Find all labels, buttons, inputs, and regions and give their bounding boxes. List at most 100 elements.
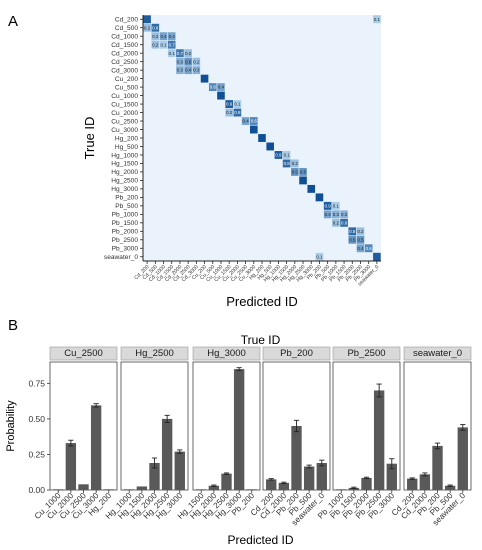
bar bbox=[373, 390, 385, 490]
heatmap-cell bbox=[323, 210, 332, 219]
heatmap-cell-label: 0.6 bbox=[210, 85, 217, 90]
heatmap-cell-label: 0.5 bbox=[292, 170, 299, 175]
heatmap-cell-label: 0.4 bbox=[169, 34, 176, 39]
heatmap-y-tick-label: Cd_1000 bbox=[111, 34, 138, 41]
heatmap-cell bbox=[233, 100, 242, 109]
heatmap-cell bbox=[249, 125, 258, 134]
heatmap-cell-label: 0.6 bbox=[251, 119, 258, 124]
heatmap-cell bbox=[258, 134, 266, 142]
facet-strip-label: seawater_0 bbox=[413, 348, 462, 359]
heatmap-cell bbox=[332, 218, 340, 227]
bar bbox=[196, 489, 207, 491]
bar bbox=[432, 445, 443, 490]
heatmap-cell-label: 0.1 bbox=[160, 42, 167, 47]
heatmap-cell-label: 0.5 bbox=[185, 59, 192, 64]
heatmap-cell bbox=[274, 151, 283, 159]
heatmap-y-tick-label: Cu_2500 bbox=[111, 118, 138, 125]
heatmap-cell bbox=[217, 83, 225, 92]
heatmap-cell-label: 0.8 bbox=[341, 220, 348, 225]
heatmap-cell-label: 0.4 bbox=[325, 212, 332, 217]
heatmap-cell-label: 0.4 bbox=[160, 34, 167, 39]
heatmap-cell bbox=[266, 142, 275, 151]
heatmap-cell-label: 0.8 bbox=[349, 229, 356, 234]
heatmap-cell-label: 0.1 bbox=[333, 203, 340, 208]
facet-strip bbox=[192, 346, 261, 361]
bar bbox=[246, 489, 257, 491]
facet-strip-label: Hg_3000 bbox=[207, 348, 246, 359]
heatmap-cell-label: 0.3 bbox=[341, 212, 348, 217]
facet-hg-2500: Hg_2500Hg_1000Hg_1500Hg_2000Hg_2500Hg_30… bbox=[104, 346, 189, 521]
bar-y-axis-label: Probability bbox=[5, 400, 17, 452]
heatmap-cell bbox=[192, 57, 201, 66]
heatmap-cell-label: 0.2 bbox=[152, 34, 159, 39]
heatmap-y-tick-label: Hg_3000 bbox=[111, 186, 138, 193]
heatmap-cell bbox=[184, 49, 192, 58]
heatmap-y-tick-label: Hg_2500 bbox=[111, 178, 138, 185]
facet-strip-label: Cu_2500 bbox=[64, 348, 103, 359]
heatmap-y-tick-label: Pb_200 bbox=[115, 195, 138, 202]
panel-label-b: B bbox=[8, 317, 18, 334]
bar bbox=[90, 405, 102, 490]
heatmap-y-tick-label: Cu_1000 bbox=[111, 93, 138, 100]
heatmap-cell-label: 0.2 bbox=[226, 110, 233, 115]
heatmap-y-tick-label: Cu_200 bbox=[115, 76, 138, 83]
heatmap-cell-label: 0.4 bbox=[185, 68, 192, 73]
heatmap-y-tick-label: Hg_500 bbox=[115, 144, 138, 151]
facet-strip bbox=[49, 346, 118, 361]
heatmap-cell bbox=[167, 49, 176, 58]
bar bbox=[291, 426, 302, 490]
heatmap-cell bbox=[151, 23, 160, 32]
bar bbox=[161, 418, 173, 490]
heatmap-cell-label: 0.2 bbox=[152, 42, 159, 47]
facet-strip-label: Pb_200 bbox=[280, 348, 313, 359]
heatmap-cell-label: 0.7 bbox=[177, 51, 184, 56]
heatmap-cell-label: 0.8 bbox=[152, 25, 159, 30]
heatmap-cell bbox=[217, 91, 225, 100]
heatmap-cell bbox=[373, 252, 381, 261]
heatmap-cell-label: 0.9 bbox=[226, 102, 233, 107]
heatmap-cell bbox=[291, 159, 299, 168]
bar bbox=[361, 477, 372, 490]
heatmap-y-tick-label: Cu_3000 bbox=[111, 127, 138, 134]
bar-y-tick-label: 0.50 bbox=[28, 414, 45, 424]
heatmap-cell-label: 0.3 bbox=[193, 68, 200, 73]
heatmap-cell bbox=[151, 40, 160, 49]
bar bbox=[303, 466, 315, 490]
heatmap-cell bbox=[364, 244, 373, 253]
bar-x-axis-label: Predicted ID bbox=[227, 533, 293, 547]
heatmap-cell bbox=[200, 74, 209, 83]
heatmap-y-tick-label: Cd_2500 bbox=[111, 59, 138, 66]
heatmap-cell bbox=[225, 100, 233, 109]
bar bbox=[221, 473, 232, 490]
bar bbox=[103, 489, 114, 491]
heatmap-cell-label: 0.4 bbox=[357, 246, 364, 251]
heatmap-y-tick-label: Cd_1500 bbox=[111, 42, 138, 49]
bar bbox=[174, 451, 185, 490]
heatmap-cell bbox=[159, 40, 168, 49]
heatmap-cell bbox=[176, 66, 184, 75]
heatmap-y-tick-label: Cu_1500 bbox=[111, 101, 138, 108]
bar bbox=[316, 462, 327, 490]
heatmap-cell-label: 0.2 bbox=[185, 51, 192, 56]
facet-strip bbox=[120, 346, 189, 361]
bar bbox=[53, 489, 64, 491]
facet-strip bbox=[262, 346, 331, 361]
heatmap-cell bbox=[282, 159, 291, 168]
heatmap-cell bbox=[233, 108, 242, 117]
heatmap-cell bbox=[373, 15, 381, 24]
heatmap-cell-label: 0.7 bbox=[169, 42, 176, 47]
facet-seawater-0: seawater_0Cd_200Cd_2000Pb_200Pb_500seawa… bbox=[390, 346, 472, 527]
heatmap-cell-label: 0.3 bbox=[333, 212, 340, 217]
heatmap-y-tick-label: Hg_200 bbox=[115, 135, 138, 142]
heatmap-cell bbox=[208, 83, 217, 92]
heatmap-cell-label: 0.5 bbox=[300, 170, 307, 175]
bar bbox=[208, 485, 220, 490]
heatmap-cell bbox=[176, 49, 184, 58]
heatmap-cell-label: 0.9 bbox=[275, 153, 282, 158]
heatmap-cell-label: 0.1 bbox=[284, 153, 291, 158]
heatmap-cell-label: 0.5 bbox=[349, 237, 356, 242]
heatmap-cell-label: 0.2 bbox=[193, 59, 200, 64]
heatmap-y-tick-label: Hg_1000 bbox=[111, 152, 138, 159]
heatmap-cell bbox=[176, 57, 184, 66]
bar bbox=[149, 462, 160, 490]
